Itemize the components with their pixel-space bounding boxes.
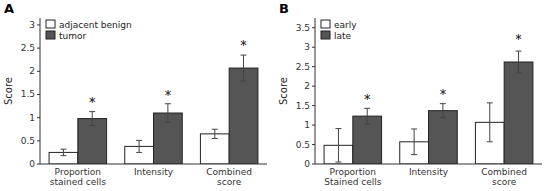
y-tick-label: 0.5 — [21, 136, 35, 146]
y-tick-label: 2 — [304, 81, 310, 91]
annotation: * — [364, 93, 370, 107]
annotation: * — [516, 33, 522, 47]
x-tick-label: Intensity — [409, 167, 449, 177]
legend-swatch — [321, 20, 330, 28]
error-bar — [411, 129, 417, 155]
y-tick-label: 2.5 — [21, 43, 35, 53]
error-bar — [212, 129, 218, 138]
x-tick-label: ProportionStained cells — [324, 167, 382, 187]
marks — [49, 55, 258, 164]
y-tick-label: 2.5 — [296, 62, 310, 72]
error-bar — [136, 140, 142, 152]
error-bar — [440, 104, 446, 118]
error-bar — [241, 55, 247, 81]
x-tick-label: Intensity — [134, 167, 174, 177]
y-tick-label: 0.5 — [296, 140, 310, 150]
bar — [504, 62, 533, 164]
error-bar — [487, 103, 493, 142]
legend-label: late — [334, 31, 352, 41]
y-axis-label: Score — [3, 77, 14, 105]
error-bar — [165, 104, 171, 123]
y-tick-label: 1.5 — [296, 101, 310, 111]
y-tick-label: 3.5 — [296, 23, 310, 33]
bar — [78, 119, 107, 164]
error-bar — [516, 51, 522, 73]
annotation: * — [165, 89, 171, 103]
y-axis-label: Score — [278, 77, 289, 105]
legend: adjacent benigntumor — [46, 20, 132, 41]
legend-label: adjacent benign — [59, 20, 132, 30]
y-tick-label: 2 — [29, 66, 35, 76]
annotation: * — [440, 88, 446, 102]
error-bar — [60, 149, 66, 155]
legend-label: early — [334, 20, 357, 30]
x-axis — [40, 164, 267, 165]
error-bar — [364, 108, 370, 124]
panel: 0 0.5 1 1.5 2 2.5 3 3.5 ProportionStained cells I… — [278, 1, 542, 187]
bar — [229, 68, 258, 164]
annotation: * — [241, 39, 247, 53]
panel-title: A — [4, 1, 14, 16]
x-tick-label: Combinedscore — [481, 167, 527, 187]
legend: earlylate — [321, 20, 357, 41]
y-tick-label: 3 — [29, 20, 35, 30]
x-axis — [315, 164, 542, 165]
bar — [429, 111, 458, 164]
x-tick-label: Combinedscore — [206, 167, 252, 187]
y-tick-label: 0 — [304, 159, 310, 169]
panel: 0 0.5 1 1.5 2 2.5 3 Proportionstained cells Inte… — [3, 1, 267, 187]
y-tick-label: 1 — [29, 113, 35, 123]
legend-swatch — [46, 31, 55, 39]
annotation: * — [89, 96, 95, 110]
bar — [200, 134, 229, 164]
y-tick-label: 1.5 — [21, 89, 35, 99]
figure: 0 0.5 1 1.5 2 2.5 3 Proportionstained cells Inte… — [0, 0, 550, 191]
legend-label: tumor — [59, 31, 87, 41]
legend-swatch — [321, 31, 330, 39]
y-tick-label: 0 — [29, 159, 35, 169]
y-axis — [315, 18, 316, 164]
marks — [324, 51, 533, 164]
panel-title: B — [279, 1, 289, 16]
y-tick-label: 1 — [304, 120, 310, 130]
error-bar — [89, 112, 95, 126]
x-tick-label: Proportionstained cells — [50, 167, 107, 187]
legend-swatch — [46, 20, 55, 28]
y-tick-label: 3 — [304, 42, 310, 52]
y-axis — [40, 18, 41, 164]
error-bar — [335, 129, 341, 162]
